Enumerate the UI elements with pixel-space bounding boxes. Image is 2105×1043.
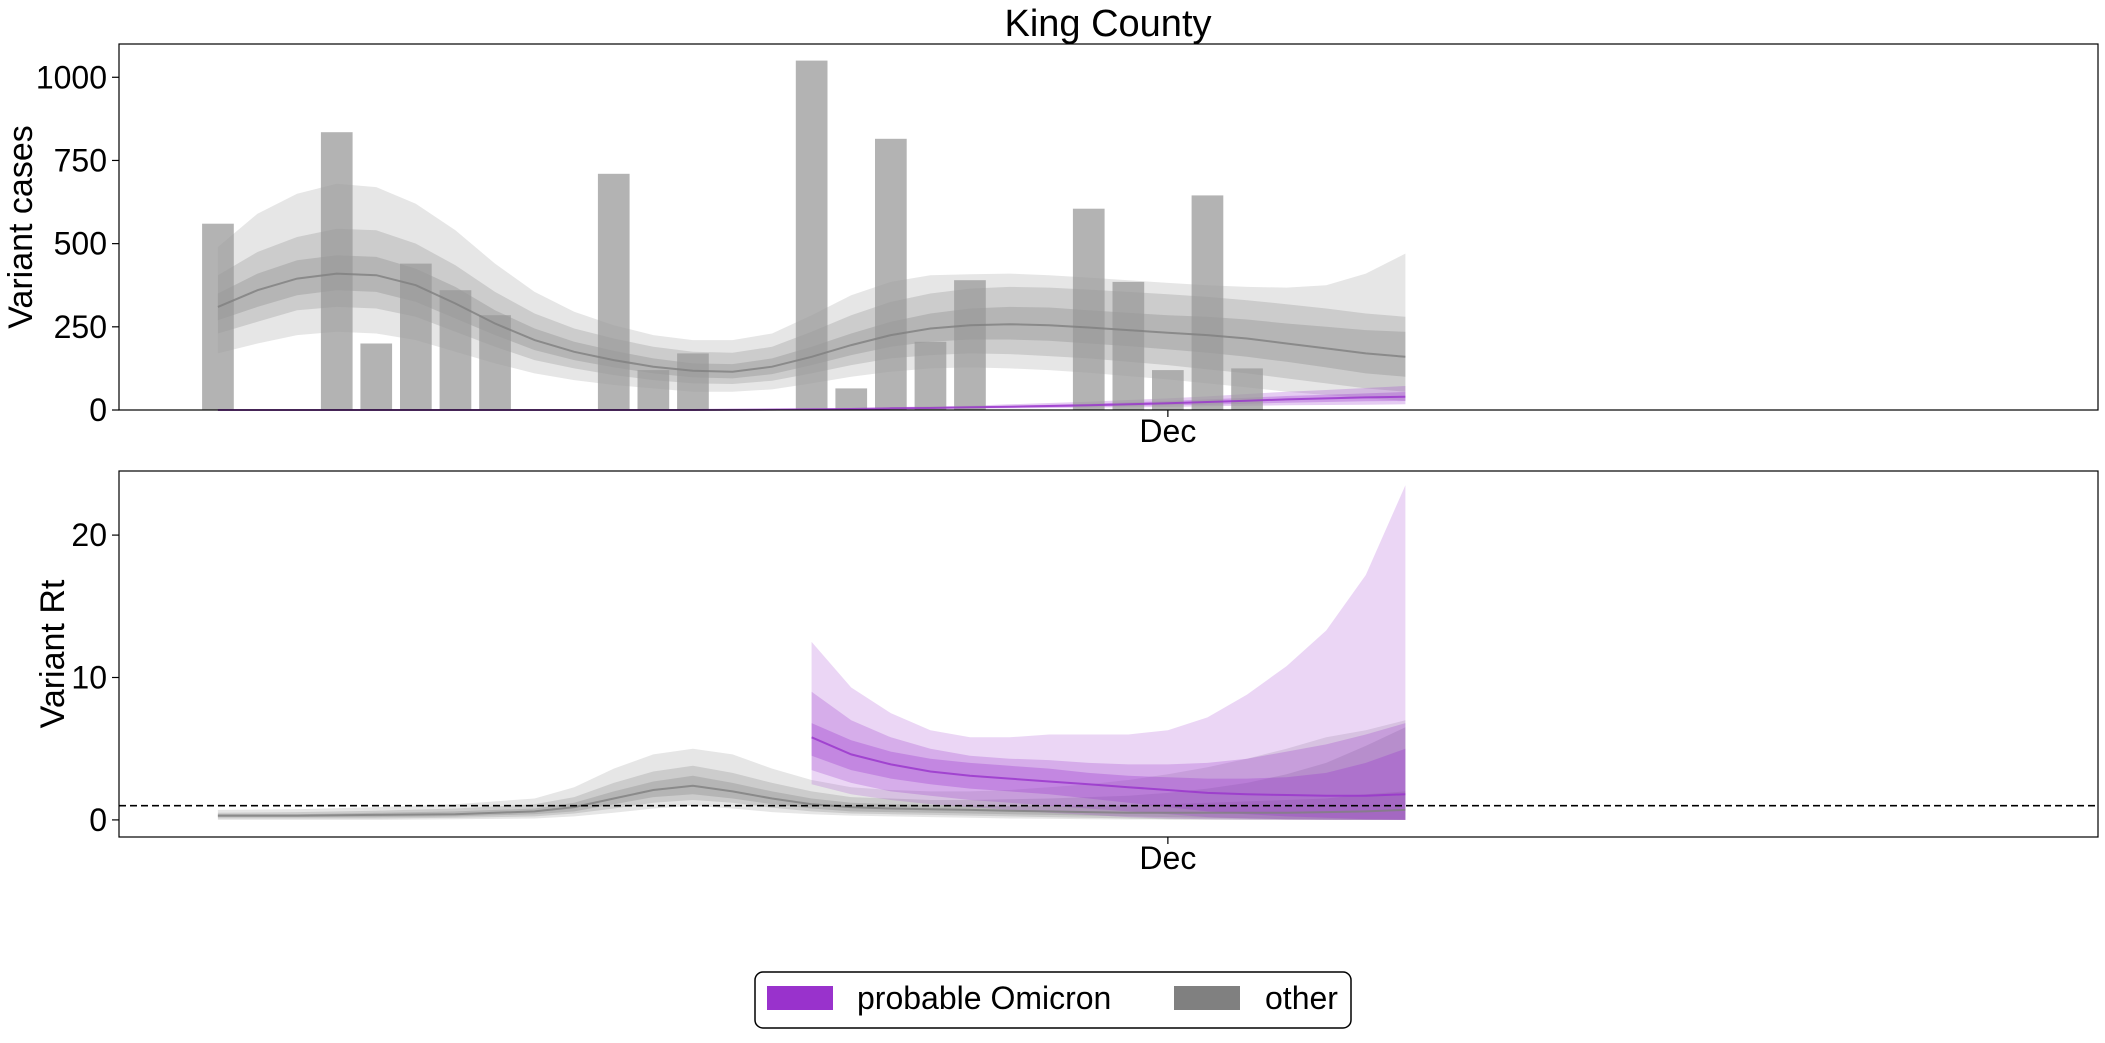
bar-other-12 <box>914 341 947 410</box>
bar-other-3 <box>400 263 432 410</box>
bar-other-9 <box>795 60 828 410</box>
y-tick-label: 20 <box>71 517 107 553</box>
x-tick-label: Dec <box>1139 840 1196 876</box>
legend: probable Omicron other <box>754 971 1352 1029</box>
bar-other-8 <box>677 353 709 410</box>
y-tick-label: 10 <box>71 659 107 695</box>
y-tick-label: 0 <box>89 392 107 428</box>
bar-other-18 <box>1231 368 1263 410</box>
y-tick-label: 250 <box>54 309 107 345</box>
legend-label-other: other <box>1265 980 1338 1016</box>
cases-x-ticks: Dec <box>1139 410 1196 449</box>
y-tick-label: 500 <box>54 226 107 262</box>
band-probable-omicron-ci95 <box>811 485 1406 820</box>
rt-panel: 0 10 20 Dec Variant Rt <box>34 470 2099 876</box>
band-probable-omicron-ci50 <box>811 723 1406 820</box>
bar-other-11 <box>875 138 907 411</box>
bar-other-1 <box>320 132 353 410</box>
bar-other-10 <box>835 388 868 410</box>
legend-swatch-other <box>1174 986 1240 1010</box>
band-other-ci80 <box>217 228 1406 392</box>
cases-y-label: Variant cases <box>2 125 40 328</box>
bar-other-5 <box>479 315 511 410</box>
bar-other-6 <box>597 173 630 410</box>
y-tick-label: 1000 <box>36 59 107 95</box>
bar-other-14 <box>1072 208 1105 410</box>
bar-other-2 <box>360 343 393 410</box>
rt-x-ticks: Dec <box>1139 837 1196 876</box>
band-other-ci80 <box>217 727 1406 820</box>
cases-bars <box>202 60 1263 411</box>
chart-title: King County <box>1004 3 1211 45</box>
median-line-other <box>217 784 1406 817</box>
legend-label-omicron: probable Omicron <box>857 980 1111 1016</box>
bar-other-4 <box>439 290 472 410</box>
x-tick-label: Dec <box>1139 413 1196 449</box>
band-other-ci95 <box>217 720 1406 820</box>
rt-y-label: Variant Rt <box>34 579 72 728</box>
band-probable-omicron-ci80 <box>811 691 1406 820</box>
band-other-ci50 <box>217 775 1406 820</box>
y-tick-label: 0 <box>89 802 107 838</box>
band-other-ci95 <box>217 183 1406 401</box>
rt-plot-frame <box>118 470 2099 838</box>
cases-panel: 0 250 500 750 1000 Dec Variant cases <box>2 43 2099 449</box>
y-tick-label: 750 <box>54 142 107 178</box>
rt-y-ticks: 0 10 20 <box>71 517 119 838</box>
legend-swatch-omicron <box>767 986 833 1010</box>
bar-other-15 <box>1112 281 1145 410</box>
median-line-probable-omicron <box>811 736 1406 797</box>
bar-other-13 <box>954 280 986 410</box>
rt-median-lines <box>217 736 1406 817</box>
median-line-other <box>217 272 1406 373</box>
bar-other-7 <box>637 370 670 410</box>
rt-bands <box>217 485 1406 820</box>
bar-other-0 <box>202 223 234 410</box>
cases-plot-frame <box>118 43 2099 411</box>
cases-y-ticks: 0 250 500 750 1000 <box>36 59 119 428</box>
bar-other-17 <box>1191 195 1224 410</box>
